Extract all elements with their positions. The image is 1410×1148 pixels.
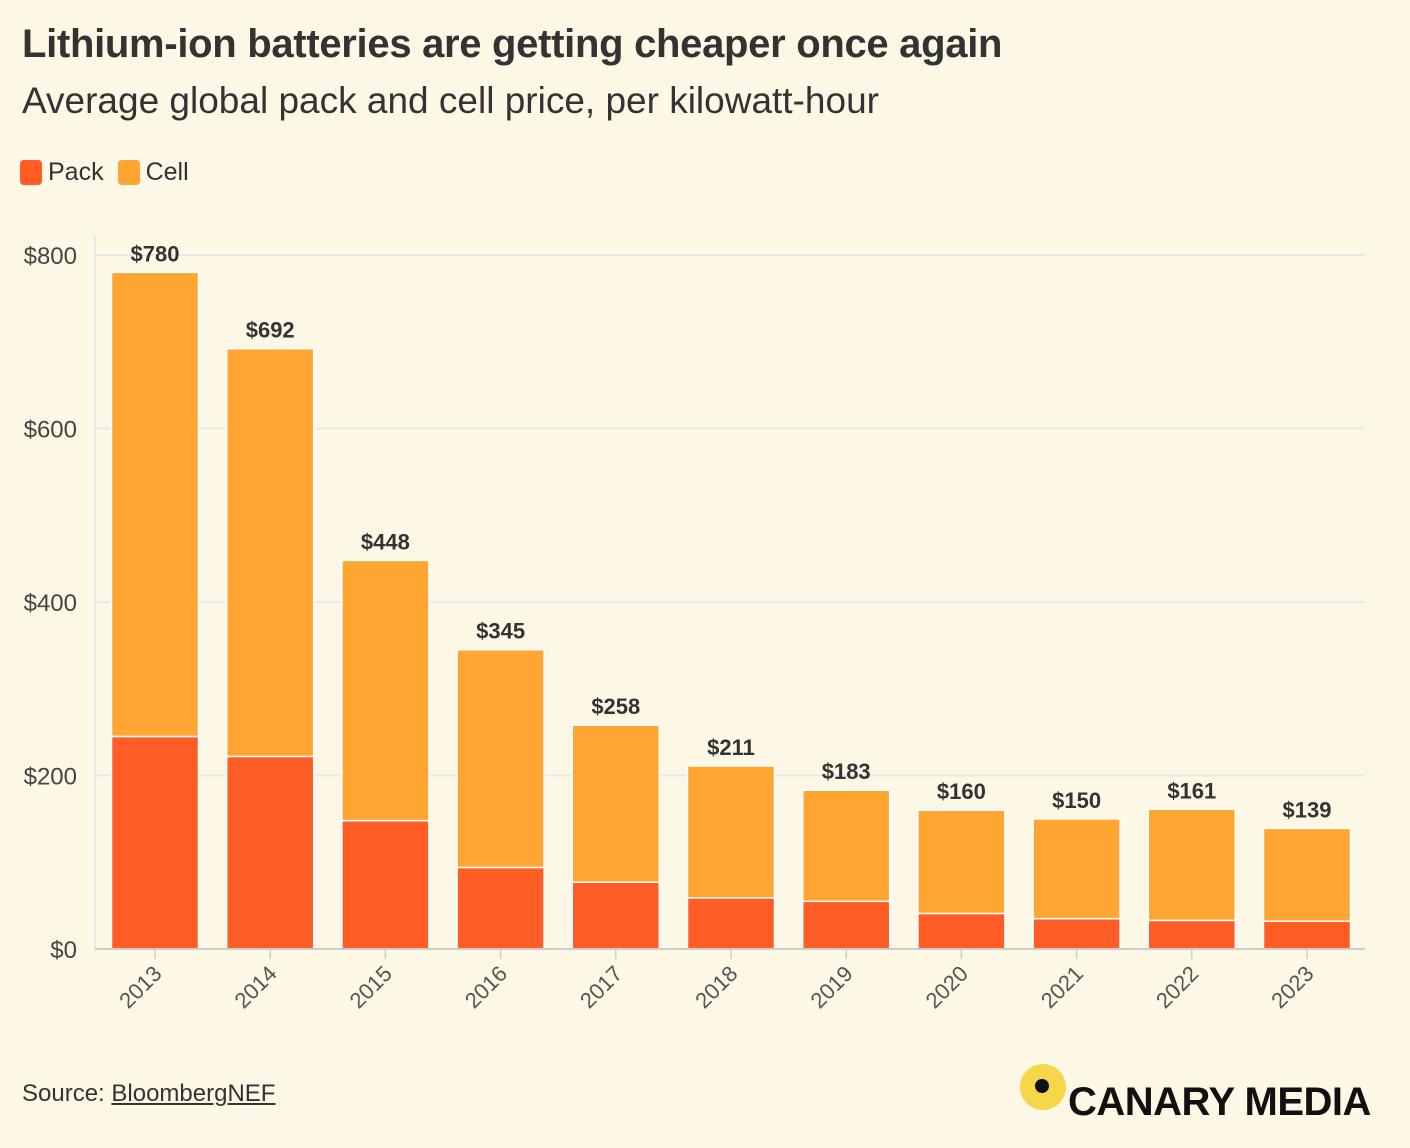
bar-cell-2020: [917, 809, 1006, 915]
bar-pack-2023: [1262, 920, 1352, 950]
bar-cell-2019: [801, 789, 891, 903]
data-label-2020: $160: [937, 779, 986, 804]
bar-cell-2022: [1147, 808, 1237, 922]
y-tick-label: $600: [24, 417, 77, 444]
x-axis: 2013 2014 2015 2016 2017 2018 2019 2020 2021 2022…: [95, 948, 1365, 1013]
x-tick-label-2017: 2017: [575, 961, 627, 1013]
bar-pack-2016: [456, 866, 545, 950]
data-label-2018: $211: [707, 735, 755, 760]
y-tick-label: $0: [50, 937, 77, 964]
bar-pack-2020: [917, 912, 1006, 950]
canary-dot-icon: [1020, 1064, 1066, 1110]
x-tick-label-2022: 2022: [1151, 961, 1203, 1013]
data-label-2021: $150: [1052, 788, 1101, 813]
bar-cell-2015: [341, 559, 430, 822]
x-tick-label-2020: 2020: [921, 961, 973, 1013]
y-tick-label: $200: [24, 764, 77, 791]
bar-pack-2021: [1032, 917, 1121, 950]
source-note: Source: BloombergNEF: [22, 1080, 275, 1108]
x-tick-label-2021: 2021: [1036, 961, 1088, 1013]
x-tick-label-2019: 2019: [805, 961, 857, 1013]
brand-wordmark: CANARY MEDIA: [1068, 1080, 1371, 1124]
y-tick-label: $800: [24, 243, 77, 270]
x-tick-label-2023: 2023: [1266, 961, 1318, 1013]
bar-cell-2016: [456, 648, 545, 869]
legend-swatch-cell: [117, 160, 140, 185]
x-tick-label-2014: 2014: [229, 961, 281, 1013]
legend-item-cell: Cell: [117, 158, 189, 187]
stacked-bar-chart: $0$200$400$600$800 $780$692$448$345$258$…: [24, 235, 1365, 1013]
legend: Pack Cell: [20, 158, 189, 187]
bar-pack-2013: [110, 735, 200, 950]
source-link[interactable]: BloombergNEF: [111, 1080, 276, 1107]
data-label-2017: $258: [591, 694, 640, 719]
x-tick-label-2018: 2018: [690, 961, 742, 1013]
chart-subtitle: Average global pack and cell price, per …: [22, 80, 879, 121]
x-tick-label-2013: 2013: [114, 961, 166, 1013]
y-axis: $0 $200 $400 $600 $800: [24, 235, 96, 964]
data-label-2016: $345: [476, 619, 525, 644]
data-label-2023: $139: [1283, 797, 1332, 822]
bar-cell-2023: [1262, 827, 1352, 922]
y-tick-label: $400: [24, 590, 77, 617]
bars: $780 $692 $448 $345 $258 $211 $183 $160 $150 $161…: [110, 241, 1352, 950]
legend-label-pack: Pack: [48, 158, 104, 186]
x-tick-label-2016: 2016: [460, 961, 512, 1013]
chart-title: Lithium-ion batteries are getting cheape…: [22, 22, 1003, 66]
data-label-2014: $692: [246, 318, 295, 343]
bar-pack-2018: [686, 897, 776, 950]
brand-logo: CANARY MEDIA: [1018, 1060, 1388, 1126]
data-label-2013: $780: [131, 241, 180, 266]
source-label: Source:: [22, 1080, 105, 1107]
bar-pack-2017: [571, 881, 661, 950]
legend-item-pack: Pack: [20, 158, 104, 187]
data-label-2015: $448: [361, 529, 410, 554]
legend-label-cell: Cell: [145, 158, 189, 186]
bar-cell-2017: [571, 724, 661, 883]
bar-pack-2015: [341, 819, 430, 950]
bar-cell-2013: [110, 271, 200, 738]
x-tick-label-2015: 2015: [345, 961, 397, 1013]
bar-cell-2018: [686, 765, 776, 899]
bar-pack-2022: [1147, 919, 1237, 950]
bar-cell-2014: [225, 347, 315, 758]
bar-cell-2021: [1032, 818, 1121, 920]
legend-swatch-pack: [20, 160, 42, 185]
data-label-2022: $161: [1167, 778, 1216, 803]
data-label-2019: $183: [822, 759, 871, 784]
bar-pack-2014: [225, 755, 315, 950]
bar-pack-2019: [801, 900, 891, 950]
